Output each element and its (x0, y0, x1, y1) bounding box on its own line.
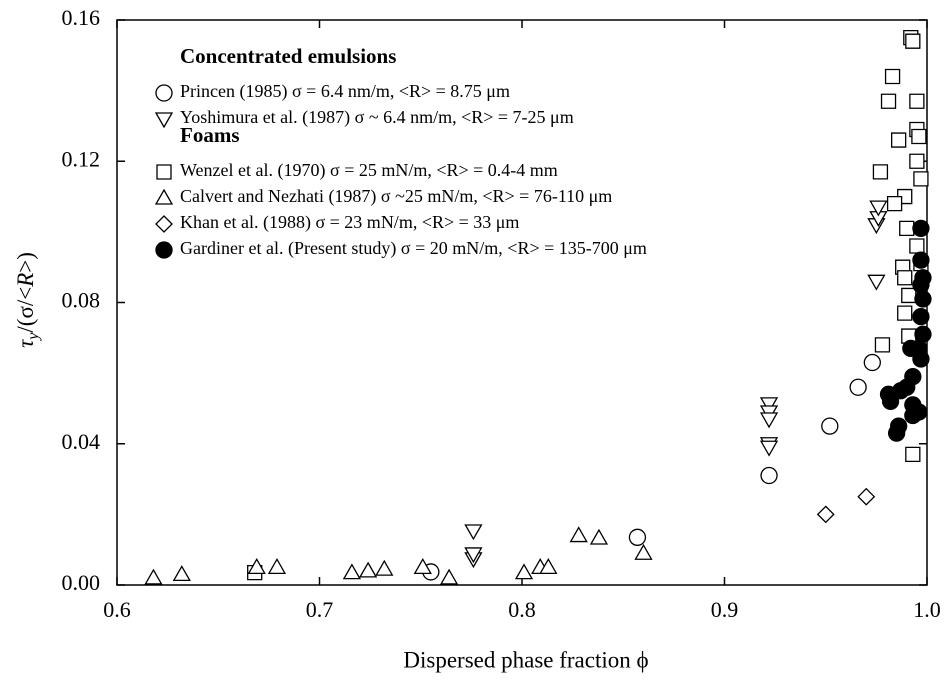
x-tick-label: 0.9 (711, 597, 739, 622)
data-point (439, 568, 459, 585)
data-point (464, 547, 483, 564)
data-point (759, 397, 779, 414)
data-point (821, 417, 839, 435)
data-point (514, 563, 534, 580)
data-point (759, 440, 779, 457)
y-label-part: y (25, 332, 42, 342)
legend-heading: Concentrated emulsions (180, 44, 396, 68)
data-point (628, 528, 647, 546)
x-tick-label: 0.6 (103, 597, 131, 622)
legend-label: Wenzel et al. (1970) σ = 25 mN/m, <R> = … (180, 160, 558, 181)
legend-marker (155, 84, 173, 102)
legend-label: Yoshimura et al. (1987) σ ~ 6.4 nm/m, <R… (180, 107, 574, 128)
y-label-part: >) (13, 252, 38, 273)
data-point (912, 307, 930, 326)
data-point (874, 337, 891, 353)
data-point (911, 128, 927, 145)
data-point (358, 561, 378, 578)
plot-frame (116, 19, 928, 586)
data-point (897, 270, 913, 286)
data-point (912, 251, 930, 269)
data-point (872, 164, 889, 180)
data-point (539, 558, 558, 574)
data-point (881, 392, 900, 411)
data-point (909, 93, 925, 109)
data-point (464, 524, 483, 541)
y-tick-label: 0.08 (62, 288, 101, 313)
data-point (849, 378, 867, 396)
legend-label: Princen (1985) σ = 6.4 nm/m, <R> = 8.75 … (180, 81, 510, 102)
legend-marker (155, 241, 173, 259)
data-point (267, 558, 287, 574)
legend-marker (155, 215, 173, 233)
y-axis-label: τy/(σ/<R>) (13, 252, 41, 348)
data-point (880, 93, 897, 109)
y-label-part: /(σ/< (13, 287, 38, 333)
data-point (375, 559, 394, 576)
y-tick-label: 0.16 (62, 5, 101, 30)
data-point (589, 528, 609, 545)
data-point (901, 287, 917, 304)
legend-marker (154, 112, 174, 129)
data-point (869, 200, 888, 217)
y-tick-label: 0.12 (62, 146, 101, 171)
data-point (891, 132, 907, 148)
data-point (759, 412, 779, 429)
data-point (867, 274, 886, 291)
legend-marker (154, 188, 174, 205)
legend-marker (156, 164, 172, 180)
y-label-part: R (13, 273, 38, 288)
data-point (912, 276, 930, 294)
x-axis-label: Dispersed phase fraction ϕ (403, 647, 648, 672)
data-point (172, 565, 191, 582)
data-point (899, 220, 915, 236)
data-point (913, 171, 929, 187)
data-point (760, 466, 778, 485)
x-tick-label: 1.0 (913, 597, 941, 622)
legend-label: Khan et al. (1988) σ = 23 mN/m, <R> = 33… (180, 212, 519, 233)
data-point (569, 526, 588, 543)
data-point (634, 543, 653, 560)
x-tick-label: 0.7 (306, 597, 334, 622)
data-point (905, 446, 921, 462)
data-point (909, 238, 925, 254)
data-point (912, 350, 930, 368)
legend-label: Gardiner et al. (Present study) σ = 20 m… (180, 238, 647, 259)
data-point (857, 487, 876, 506)
data-point (904, 406, 922, 425)
data-point (342, 563, 362, 580)
data-point (144, 568, 163, 585)
data-point (897, 305, 913, 321)
y-tick-label: 0.00 (62, 570, 101, 595)
data-point (914, 325, 932, 343)
data-point (902, 339, 920, 358)
legend-label: Calvert and Nezhati (1987) σ ~25 mN/m, <… (180, 186, 612, 207)
data-point (914, 290, 932, 308)
data-point (887, 424, 906, 442)
data-point (413, 558, 432, 574)
data-point (247, 558, 266, 574)
data-point (905, 33, 921, 49)
data-point (912, 219, 930, 237)
data-point (816, 505, 835, 524)
x-tick-label: 0.8 (508, 597, 536, 622)
data-point (909, 153, 925, 169)
legend-heading: Foams (180, 123, 240, 147)
y-tick-label: 0.04 (62, 429, 101, 454)
y-label-part: τ (13, 339, 38, 348)
data-point (863, 353, 881, 372)
data-point (886, 195, 903, 212)
data-point (884, 68, 901, 85)
